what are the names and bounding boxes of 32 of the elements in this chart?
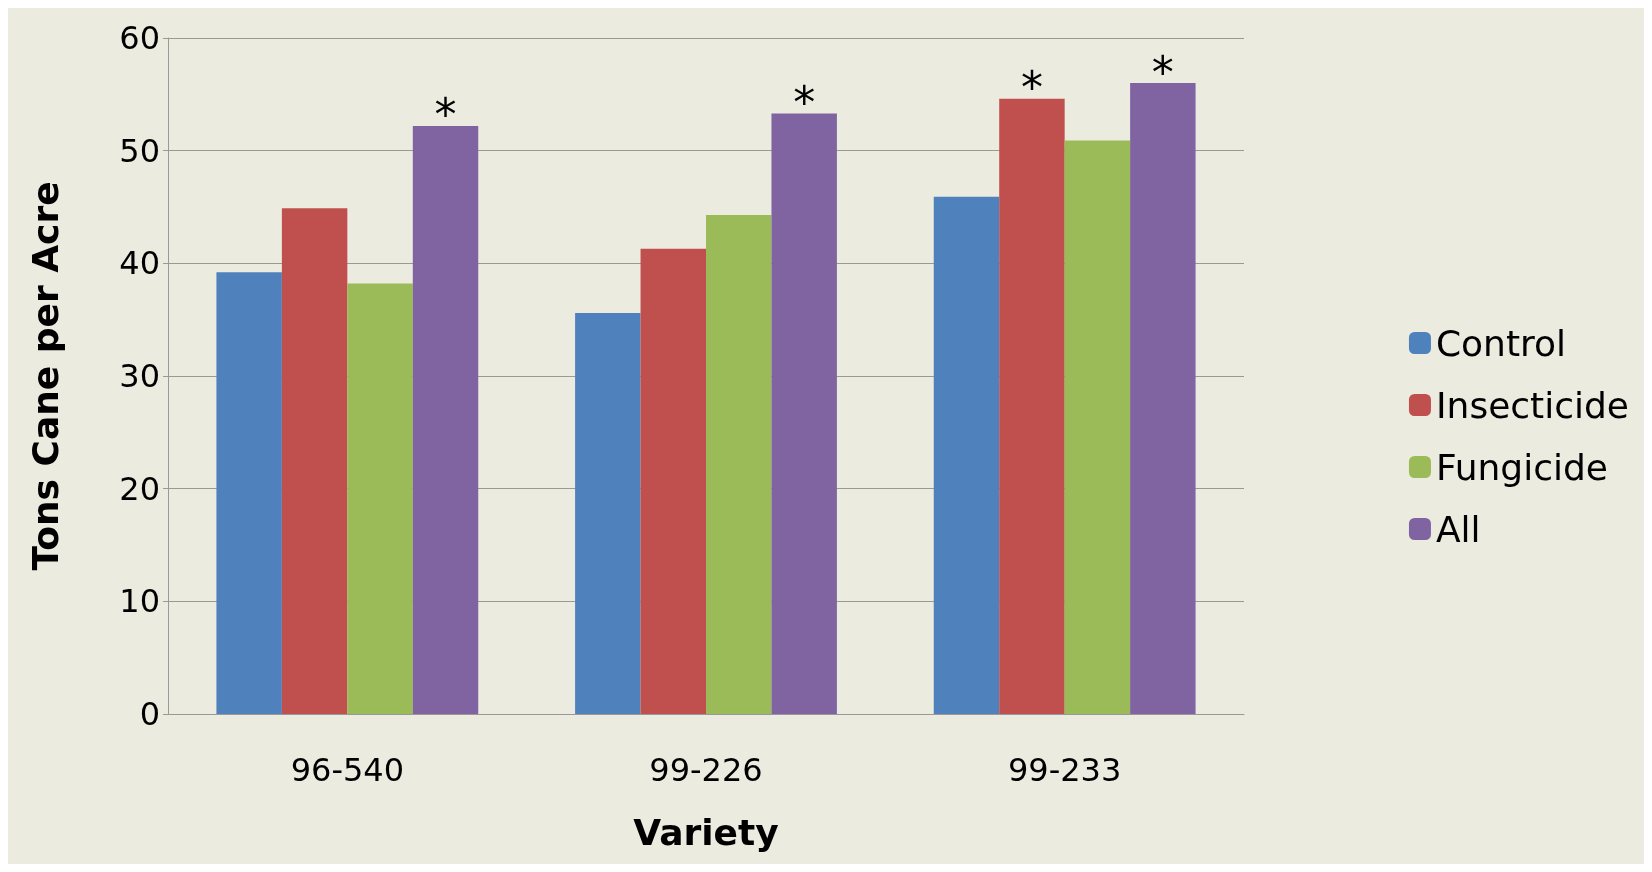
y-tick-label: 20: [119, 469, 160, 508]
y-tick-label: 30: [119, 357, 160, 395]
y-tick-label: 50: [119, 131, 160, 170]
data-label: *: [434, 89, 457, 141]
data-label: *: [1151, 46, 1174, 98]
bar: [1064, 140, 1131, 714]
bar: [933, 196, 1000, 714]
x-tick-label: 96-540: [290, 751, 405, 789]
bar: [412, 125, 479, 714]
bar: [640, 248, 706, 714]
y-tick-label: 0: [139, 695, 160, 733]
y-tick-label: 60: [119, 19, 160, 57]
x-tick-label: 99-226: [649, 751, 763, 789]
y-axis-title: Tons Cane per Acre: [24, 181, 66, 571]
bar: [706, 214, 772, 714]
data-label: *: [1020, 62, 1043, 114]
y-tick-label: 10: [119, 582, 160, 621]
y-tick-label: 40: [119, 244, 160, 283]
bar: [281, 208, 348, 714]
bar: [1130, 83, 1196, 714]
bar: [575, 312, 641, 714]
legend-label: Fungicide: [1435, 446, 1608, 488]
legend-label: Control: [1435, 322, 1567, 364]
bar: [347, 283, 413, 714]
bar: [771, 113, 837, 714]
legend-label: Insecticide: [1435, 384, 1629, 426]
data-label: *: [793, 76, 816, 128]
bar: [216, 272, 282, 714]
x-tick-label: 99-233: [1007, 751, 1122, 789]
bar: [999, 98, 1065, 714]
x-axis-title: Variety: [633, 811, 779, 853]
legend-label: All: [1435, 508, 1481, 550]
